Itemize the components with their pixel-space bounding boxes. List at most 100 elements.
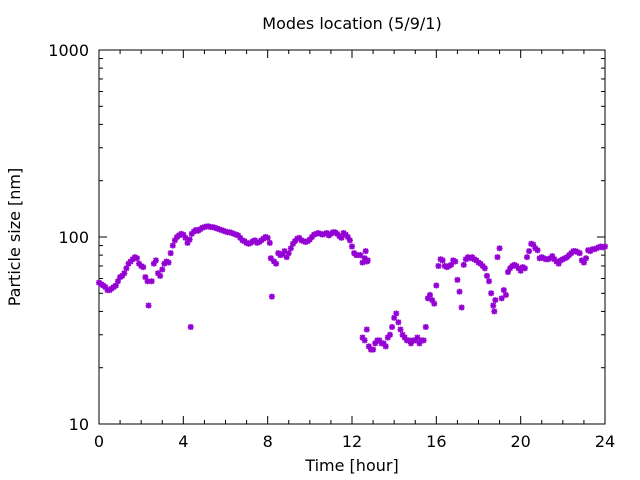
data-point [555,260,562,267]
x-tick-label: 4 [178,432,188,451]
data-point [152,257,159,264]
x-tick-label: 20 [510,432,530,451]
data-point [572,248,579,255]
data-point [363,326,370,333]
data-point [123,265,130,272]
data-point [349,243,355,250]
data-point [452,258,459,265]
data-point [384,334,391,341]
data-point [486,278,493,285]
data-point [365,343,372,350]
data-point [300,238,307,245]
x-tick-label: 0 [94,432,104,451]
data-point [599,244,606,251]
data-point [431,300,438,307]
data-point [496,245,503,252]
data-point [597,243,604,250]
y-tick-labels: 10 100 1000 [48,41,89,434]
data-point [583,255,590,262]
data-point [528,240,535,247]
data-point [289,240,296,247]
data-point [549,253,556,260]
data-point [530,241,537,248]
data-point [262,234,269,240]
data-point [488,290,495,297]
y-tick-label: 10 [69,415,89,434]
data-point [252,237,259,244]
data-point [427,291,434,298]
x-tick-label: 24 [595,432,615,451]
data-point [517,267,524,274]
data-point [159,266,166,273]
data-point [492,297,499,304]
data-point [243,239,250,246]
data-point [414,334,421,341]
data-point [491,308,498,315]
data-point [580,259,587,266]
data-point [344,234,351,240]
data-point [456,288,463,295]
data-point [273,260,280,267]
x-tick-labels: 0 4 8 12 16 20 24 [94,432,615,451]
x-axis-label: Time [hour] [304,456,398,475]
y-axis-label: Particle size [nm] [5,168,24,307]
data-point [245,240,252,247]
data-point [298,237,305,244]
data-point [264,234,271,241]
data-point [145,302,152,309]
data-point [595,244,602,251]
data-point [481,265,488,272]
data-point [376,337,383,344]
data-point [249,238,256,245]
data-point [521,265,528,272]
data-point [416,340,423,347]
data-point [302,239,309,246]
data-point [526,248,533,255]
data-point [386,331,393,338]
data-point [338,234,345,241]
data-point [237,234,244,241]
data-point [424,295,431,302]
data-point [287,245,294,252]
data-point [266,239,273,246]
data-point [389,324,396,331]
data-point [397,326,404,333]
data-point [112,282,119,289]
data-point [382,343,389,350]
data-point [422,324,429,331]
data-point [483,272,490,279]
data-point [296,234,303,241]
data-point [362,248,369,255]
major-ticks [98,49,606,425]
data-point [399,331,406,338]
data-point [372,340,379,347]
data-point [169,242,176,249]
data-point [420,337,427,344]
data-point [500,287,507,294]
data-point [502,291,509,298]
data-point [155,270,162,277]
data-point [285,250,292,257]
data-point [182,234,189,241]
data-point [591,246,598,253]
x-tick-label: 16 [426,432,446,451]
data-point [361,255,368,262]
data-point [180,231,187,238]
data-point [454,276,461,283]
data-point [460,261,467,268]
data-point [171,237,178,244]
data-point [448,261,455,268]
data-point [534,247,541,254]
y-tick-label: 100 [58,228,89,247]
data-point [401,334,408,341]
data-point [370,346,377,353]
data-point [380,340,387,347]
x-tick-label: 8 [263,432,273,451]
data-point [239,237,246,244]
data-point [429,297,436,304]
data-point [165,259,172,266]
data-point [144,278,151,285]
data-point [167,250,174,257]
data-point [364,257,371,264]
data-point [433,282,440,289]
